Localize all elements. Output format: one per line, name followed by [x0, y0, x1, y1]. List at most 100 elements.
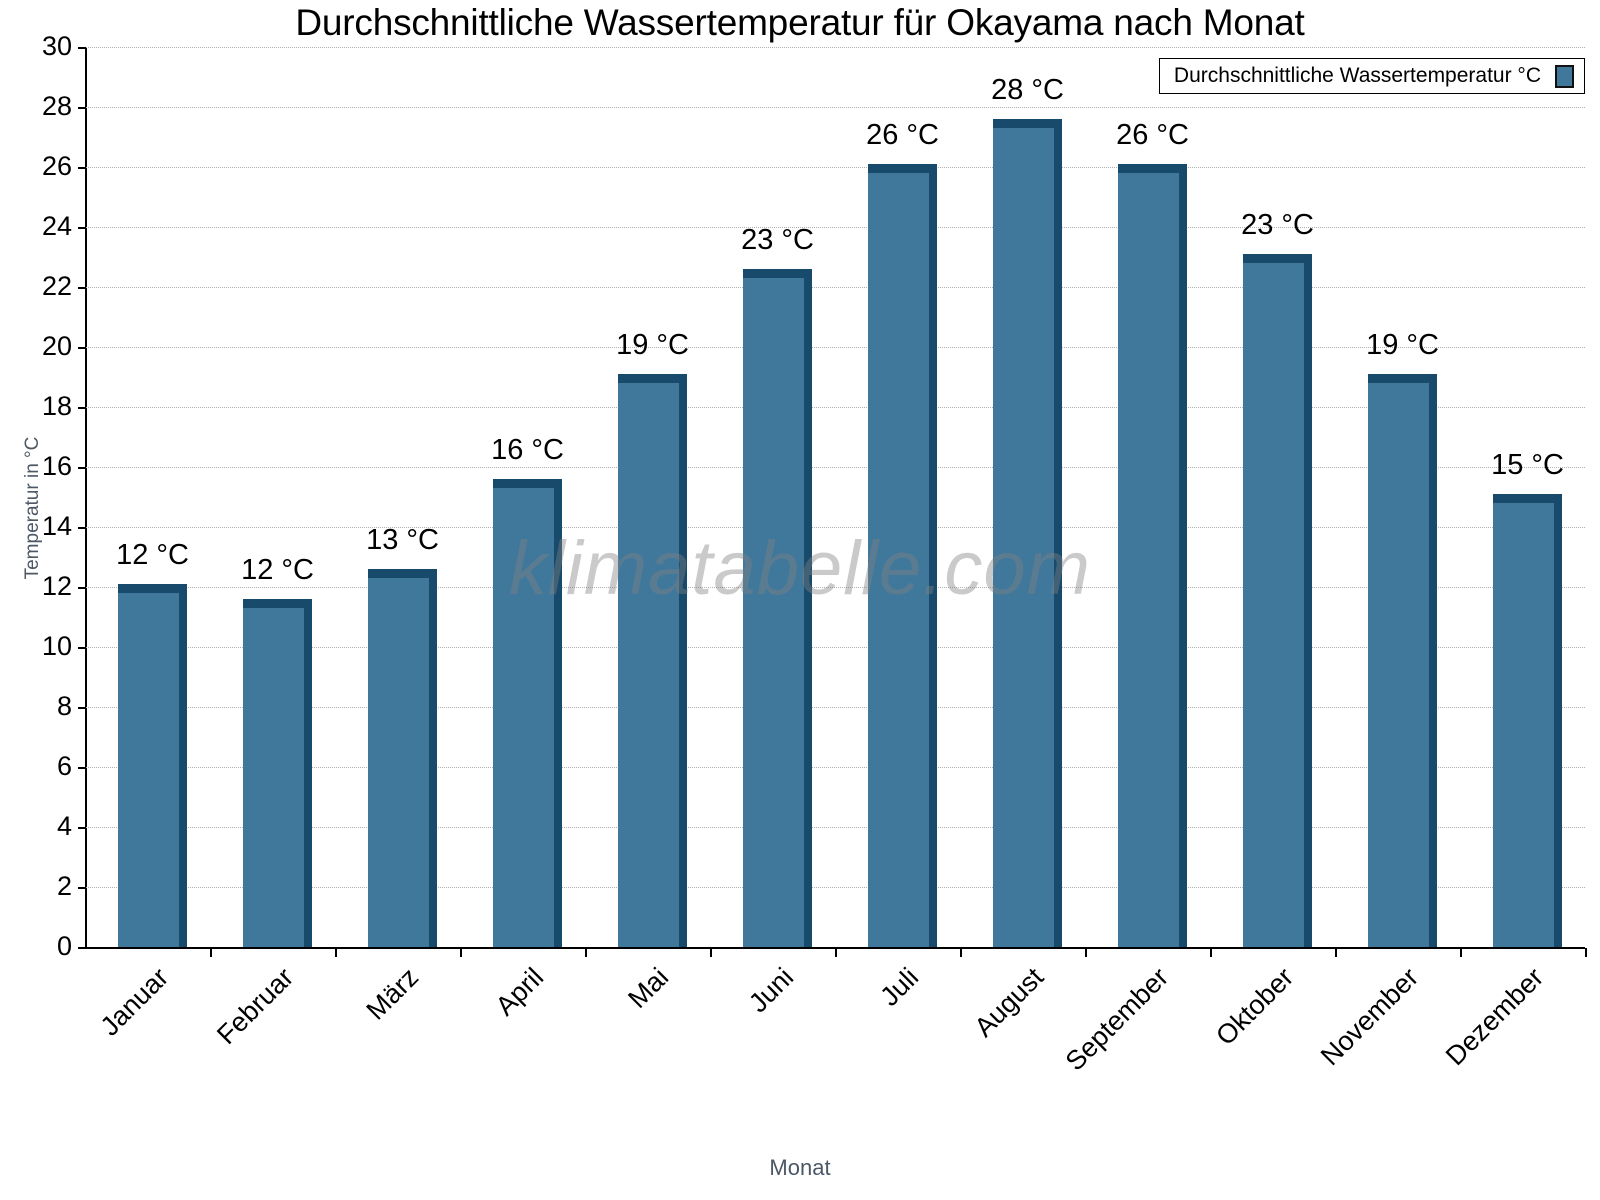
y-tick-label: 14	[41, 511, 72, 541]
bar-side-face	[1429, 383, 1437, 947]
x-tick-mark	[1460, 948, 1462, 957]
chart-title: Durchschnittliche Wassertemperatur für O…	[295, 2, 1305, 43]
x-category-label: August	[968, 962, 1049, 1043]
x-category-label: April	[489, 962, 549, 1022]
x-category-label-text: Januar	[94, 962, 174, 1042]
bar-top-face	[1118, 164, 1187, 173]
y-tick-mark	[78, 287, 86, 289]
bar-value-label: 23 °C	[1241, 209, 1314, 241]
x-category-label-text: November	[1314, 962, 1424, 1072]
y-tick-mark	[78, 347, 86, 349]
y-tick-mark	[78, 107, 86, 109]
bar-top-face	[1243, 254, 1312, 263]
x-category-label: Februar	[210, 962, 299, 1051]
bar-side-face	[1054, 128, 1062, 947]
bar-value-label: 15 °C	[1491, 449, 1564, 481]
plot-area	[85, 47, 1585, 947]
y-tick-label: 28	[41, 91, 72, 121]
gridline	[85, 527, 1585, 528]
x-tick-mark	[835, 948, 837, 957]
x-category-label: Juli	[874, 962, 925, 1013]
x-category-label-text: September	[1059, 961, 1174, 1077]
y-tick-mark	[78, 827, 86, 829]
bar-front-face	[243, 608, 304, 947]
bar[interactable]	[993, 119, 1062, 947]
y-tick-label: 18	[41, 391, 72, 421]
y-tick-mark	[78, 227, 86, 229]
bar-value-label: 12 °C	[241, 554, 314, 586]
y-tick-label: 0	[56, 931, 72, 961]
y-tick-mark	[78, 947, 86, 949]
y-tick-label: 24	[41, 211, 72, 241]
gridline	[85, 707, 1585, 708]
bar-front-face	[493, 488, 554, 947]
gridline	[85, 767, 1585, 768]
bar[interactable]	[243, 599, 312, 947]
legend-color-swatch	[1555, 64, 1574, 88]
bar[interactable]	[1368, 374, 1437, 947]
bar[interactable]	[868, 164, 937, 947]
bar-front-face	[1243, 263, 1304, 947]
x-tick-mark	[1585, 948, 1587, 957]
bar-side-face	[679, 383, 687, 947]
x-category-label-text: März	[360, 962, 424, 1026]
legend-entry-label: Durchschnittliche Wassertemperatur °C	[1173, 64, 1541, 87]
gridline	[85, 827, 1585, 828]
y-tick-label: 10	[41, 631, 72, 661]
bar-top-face	[868, 164, 937, 173]
gridline	[85, 467, 1585, 468]
bar-top-face	[618, 374, 687, 383]
gridline	[85, 647, 1585, 648]
y-tick-mark	[78, 767, 86, 769]
gridline	[85, 107, 1585, 108]
bar-top-face	[493, 479, 562, 488]
x-tick-mark	[1335, 948, 1337, 957]
bar-top-face	[743, 269, 812, 278]
x-category-label: März	[360, 962, 424, 1026]
x-category-label: Januar	[94, 962, 175, 1043]
x-tick-mark	[1210, 948, 1212, 957]
bar-front-face	[368, 578, 429, 947]
y-tick-label: 26	[41, 151, 72, 181]
x-category-label: September	[1059, 962, 1174, 1077]
bar-value-label: 19 °C	[616, 329, 689, 361]
bar[interactable]	[618, 374, 687, 947]
bar-value-label: 28 °C	[991, 74, 1064, 106]
x-tick-mark	[1085, 948, 1087, 957]
bar-front-face	[618, 383, 679, 947]
bar-value-label: 26 °C	[866, 119, 939, 151]
bar-top-face	[368, 569, 437, 578]
bar[interactable]	[118, 584, 187, 947]
bar-value-label: 13 °C	[366, 524, 439, 556]
bar-front-face	[1118, 173, 1179, 947]
y-axis-title: Temperatur in °C	[22, 436, 43, 580]
gridline	[85, 227, 1585, 228]
x-category-label: Mai	[621, 962, 674, 1015]
bar[interactable]	[493, 479, 562, 947]
x-tick-mark	[210, 948, 212, 957]
bar-value-label: 19 °C	[1366, 329, 1439, 361]
y-tick-label: 20	[41, 331, 72, 361]
y-tick-mark	[78, 887, 86, 889]
bar[interactable]	[1118, 164, 1187, 947]
x-category-label-text: Februar	[210, 962, 299, 1051]
bar[interactable]	[1243, 254, 1312, 947]
bar-front-face	[118, 593, 179, 947]
gridline	[85, 407, 1585, 408]
y-tick-label: 2	[56, 871, 72, 901]
x-category-label: Oktober	[1210, 962, 1300, 1052]
bar-value-label: 16 °C	[491, 434, 564, 466]
y-tick-mark	[78, 407, 86, 409]
gridline	[85, 587, 1585, 588]
bar-side-face	[304, 608, 312, 947]
bar-top-face	[1368, 374, 1437, 383]
x-tick-mark	[710, 948, 712, 957]
x-category-label-text: August	[968, 961, 1049, 1043]
bar[interactable]	[743, 269, 812, 947]
bar[interactable]	[1493, 494, 1562, 947]
gridline	[85, 287, 1585, 288]
x-category-label-text: Mai	[621, 962, 674, 1014]
y-tick-mark	[78, 707, 86, 709]
bar[interactable]	[368, 569, 437, 947]
